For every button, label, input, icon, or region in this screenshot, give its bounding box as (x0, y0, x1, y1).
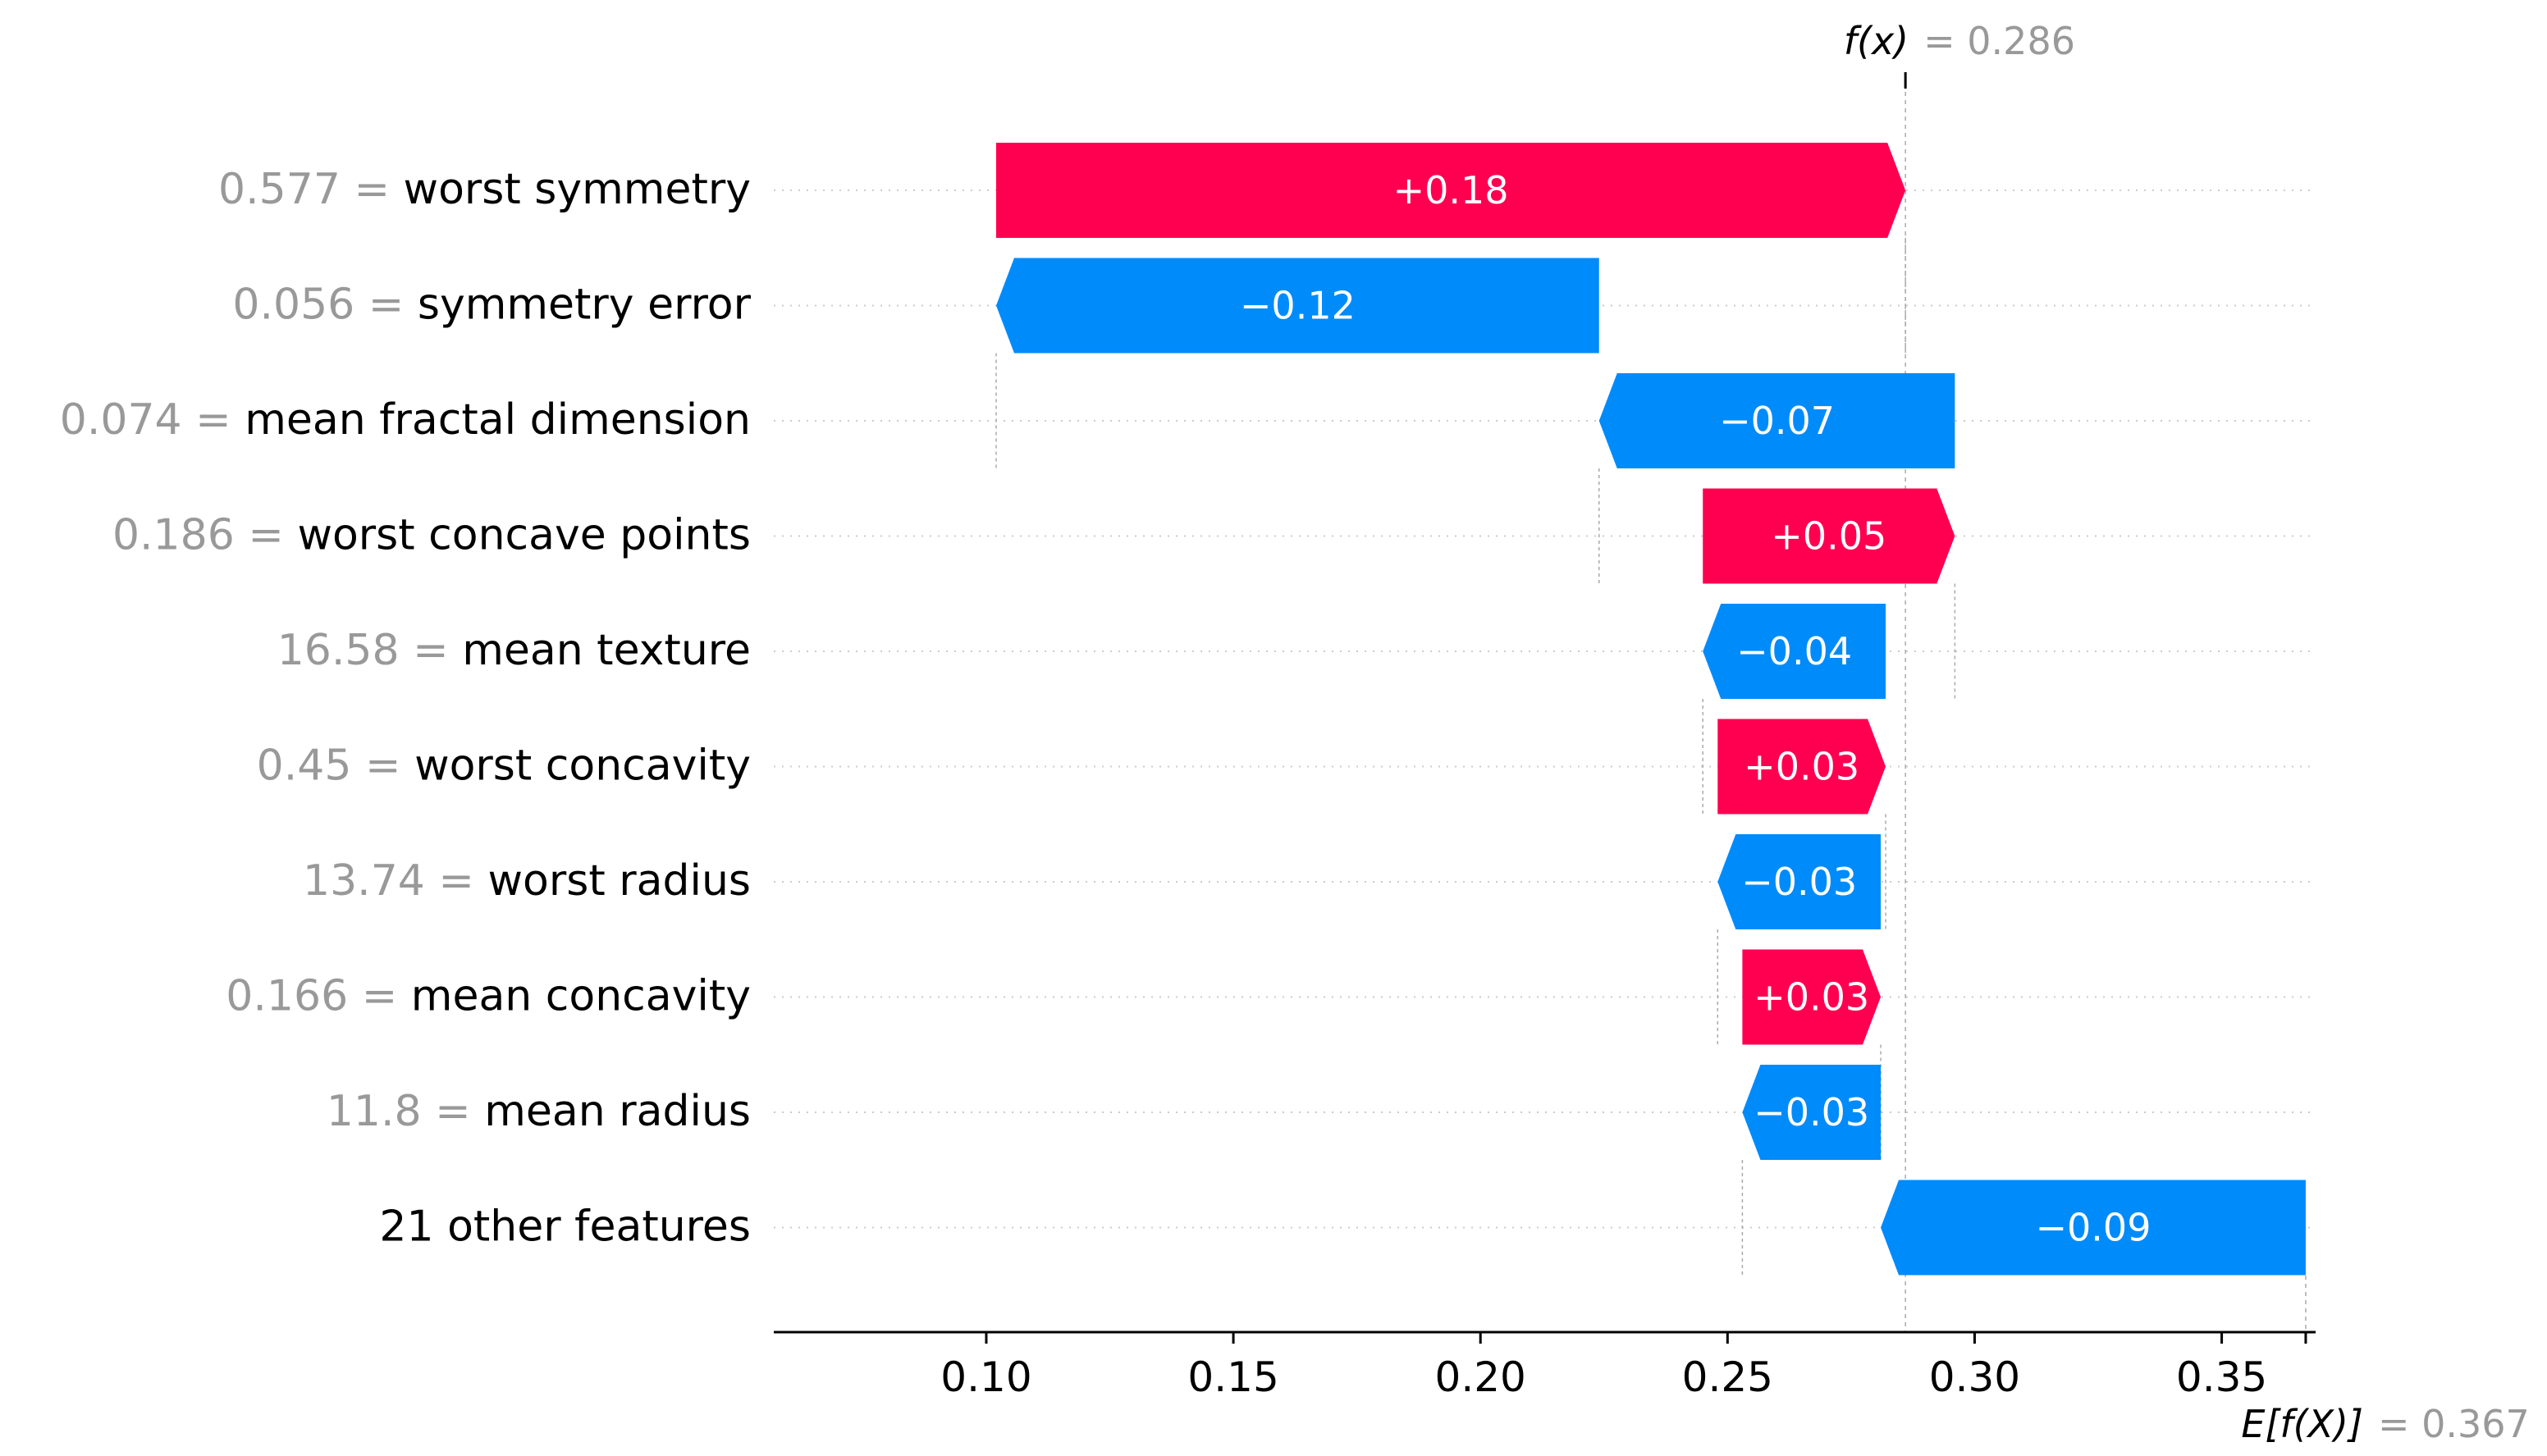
x-axis: 0.10 0.15 0.20 0.25 0.30 0.35 (774, 72, 2316, 1401)
feature-name: worst concave points (297, 511, 751, 560)
feature-value: 0.056 = (232, 281, 418, 330)
fx-annotation: f(x) = 0.286 (1844, 19, 2075, 63)
feature-label: 0.186 = worst concave points (112, 511, 751, 560)
feature-value: 0.186 = (112, 511, 298, 560)
bar (1717, 719, 1886, 815)
feature-value: 0.577 = (218, 165, 404, 214)
feature-name: mean concavity (411, 972, 751, 1021)
bar (1598, 373, 1955, 468)
bar-value-label: +0.03 (1744, 745, 1859, 789)
feature-label: 13.74 = worst radius (303, 856, 751, 906)
feature-name: worst concavity (414, 742, 751, 791)
feature-name: worst radius (488, 856, 751, 906)
bar-value-label: +0.18 (1393, 168, 1509, 212)
bar-value-label: −0.12 (1240, 284, 1356, 328)
feature-name: mean texture (462, 626, 751, 675)
feature-label: 16.58 = mean texture (277, 626, 751, 675)
feature-name: symmetry error (418, 281, 752, 330)
bar (1717, 834, 1882, 929)
bar (1703, 488, 1955, 584)
connector-lines (995, 75, 2307, 1332)
fx-value: = 0.286 (1923, 19, 2075, 63)
bar-value-label: −0.04 (1736, 629, 1852, 673)
x-tick-label: 0.35 (2176, 1353, 2267, 1401)
feature-value: 0.45 = (257, 742, 414, 791)
feature-name: mean radius (484, 1087, 751, 1136)
feature-value: 0.166 = (226, 972, 411, 1021)
bar (1703, 604, 1886, 699)
feature-label: 21 other features (379, 1203, 751, 1252)
efx-value: = 0.367 (2378, 1402, 2530, 1446)
feature-value: 16.58 = (277, 626, 463, 675)
bar (1881, 1180, 2306, 1276)
fx-label: f(x) (1844, 19, 1909, 63)
bar-value-label: +0.05 (1771, 514, 1886, 559)
bar-value-label: −0.07 (1719, 399, 1835, 443)
bar-value-label: −0.03 (1741, 860, 1857, 904)
feature-label: 0.074 = mean fractal dimension (60, 395, 751, 445)
bar (1742, 1065, 1882, 1160)
feature-name: worst symmetry (404, 165, 751, 214)
feature-label: 0.056 = symmetry error (232, 281, 751, 330)
efx-annotation: E[f(X)] = 0.367 (2241, 1402, 2529, 1446)
x-tick-label: 0.10 (940, 1353, 1031, 1401)
feature-value: 11.8 = (327, 1087, 484, 1136)
feature-label: 0.166 = mean concavity (226, 972, 751, 1021)
x-tick-label: 0.15 (1187, 1353, 1278, 1401)
efx-label: E[f(X)] (2241, 1402, 2363, 1446)
bar-value-label: −0.03 (1754, 1090, 1869, 1134)
feature-value: 13.74 = (303, 856, 488, 906)
x-tick-label: 0.30 (1929, 1353, 2020, 1401)
feature-name: 21 other features (379, 1203, 751, 1252)
bar (996, 258, 1599, 354)
feature-value: 0.074 = (60, 395, 245, 445)
bar (996, 143, 1906, 238)
feature-label: 11.8 = mean radius (327, 1087, 751, 1136)
bar-value-label: +0.03 (1754, 975, 1869, 1020)
x-tick-label: 0.25 (1682, 1353, 1773, 1401)
feature-label: 0.577 = worst symmetry (218, 165, 751, 214)
feature-label: 0.45 = worst concavity (257, 742, 751, 791)
bar-value-label: −0.09 (2036, 1206, 2151, 1250)
bar (1742, 949, 1882, 1045)
feature-name: mean fractal dimension (245, 395, 751, 445)
bars: +0.18 −0.12 −0.07 +0.05 −0.04 +0.03 −0.03 +0.03… (996, 143, 2306, 1276)
x-tick-label: 0.20 (1435, 1353, 1526, 1401)
feature-labels: 0.577 = worst symmetry 0.056 = symmetry e… (60, 165, 752, 1252)
